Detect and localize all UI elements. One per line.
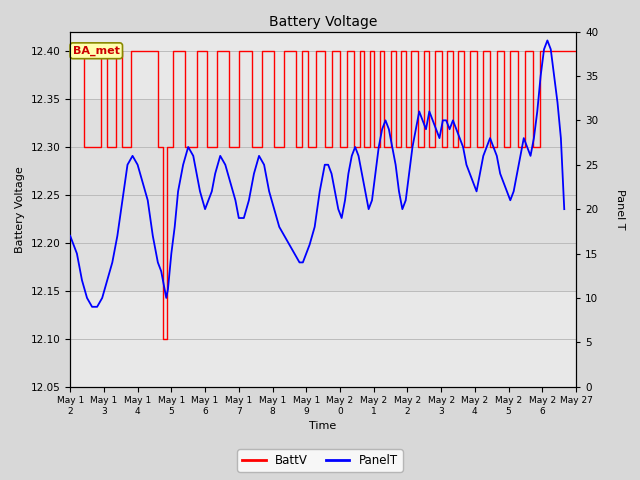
Title: Battery Voltage: Battery Voltage: [269, 15, 378, 29]
X-axis label: Time: Time: [310, 421, 337, 432]
Y-axis label: Panel T: Panel T: [615, 189, 625, 229]
Y-axis label: Battery Voltage: Battery Voltage: [15, 166, 25, 252]
Legend: BattV, PanelT: BattV, PanelT: [237, 449, 403, 472]
Text: BA_met: BA_met: [73, 46, 120, 56]
Bar: [70, 99, 576, 291]
